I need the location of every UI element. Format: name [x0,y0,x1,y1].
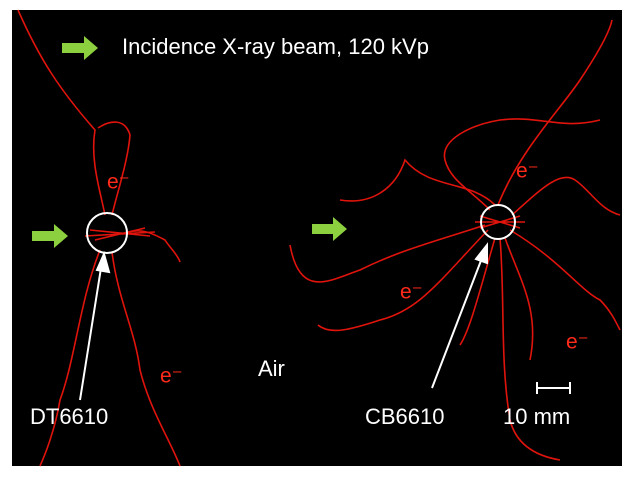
scale-label: 10 mm [503,404,570,429]
electron-label: e⁻ [516,160,539,183]
electron-label: e⁻ [107,171,130,194]
figure: Incidence X-ray beam, 120 kVp e⁻ e⁻ e⁻ e… [0,0,634,477]
medium-label: Air [258,356,285,381]
sample-label: CB6610 [365,404,445,429]
sample-label: DT6610 [30,404,108,429]
electron-label: e⁻ [566,331,589,354]
electron-label: e⁻ [160,365,183,388]
legend-text: Incidence X-ray beam, 120 kVp [122,34,429,59]
page: Incidence X-ray beam, 120 kVp e⁻ e⁻ e⁻ e… [0,0,634,477]
electron-label: e⁻ [400,281,423,304]
